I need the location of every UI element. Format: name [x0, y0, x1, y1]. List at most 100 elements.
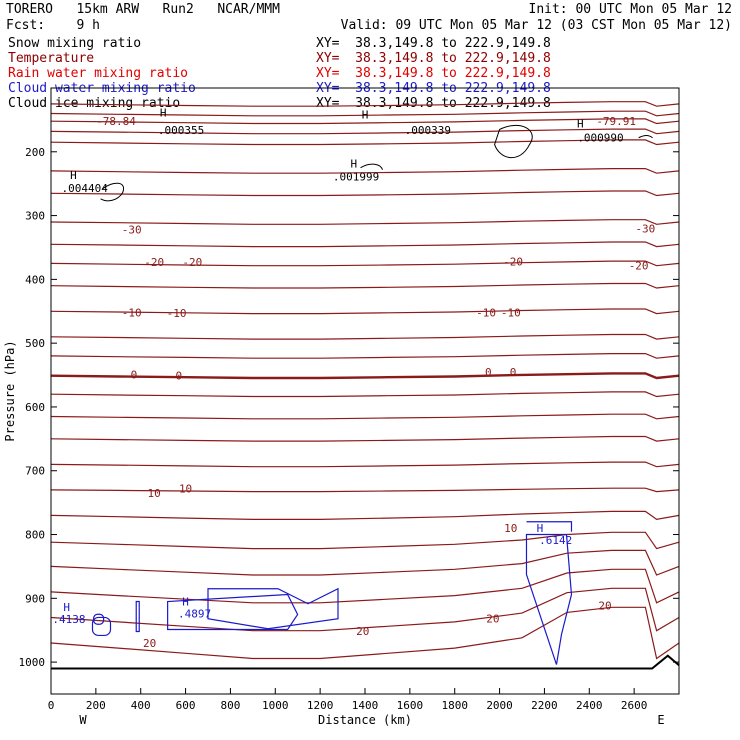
temperature-label: -20	[144, 256, 164, 269]
x-tick-label: 400	[131, 699, 151, 712]
max-marker: H	[577, 118, 584, 131]
x-tick-label: 1200	[307, 699, 334, 712]
snow-contours	[100, 124, 653, 202]
x-tick-label: 2000	[486, 699, 513, 712]
y-tick-label: 1000	[19, 656, 46, 669]
isotherm-line	[50, 435, 680, 442]
temperature-contours	[50, 101, 680, 660]
max-value-label: .4897	[178, 607, 211, 620]
y-tick-label: 700	[25, 465, 45, 478]
temperature-label: -30	[635, 222, 655, 235]
max-value-label: .004404	[61, 182, 108, 195]
max-value-label: .001999	[333, 170, 379, 183]
cloud-water-contour	[91, 616, 112, 637]
temperature-label: 10	[504, 522, 517, 535]
isotherm-line	[50, 219, 680, 225]
cloud-water-contour	[135, 600, 140, 633]
max-value-label: .000990	[577, 132, 623, 145]
temperature-label: -10	[476, 307, 496, 320]
isotherm-line	[50, 128, 680, 135]
x-tick-label: 2600	[621, 699, 648, 712]
isotherm-line	[50, 168, 680, 174]
y-axis-label: Pressure (hPa)	[3, 340, 17, 441]
temperature-label: -78.84	[96, 115, 136, 128]
isotherm-line	[50, 308, 680, 315]
cloud-water-contour	[526, 521, 573, 532]
plot-frame	[50, 87, 680, 695]
x-tick-label: 1600	[397, 699, 424, 712]
isotherm-line	[50, 110, 680, 117]
max-marker: H	[182, 595, 189, 608]
y-tick-label: 400	[25, 273, 45, 286]
x-axis-label: Distance (km)	[318, 713, 412, 727]
isotherm-line	[50, 531, 680, 550]
temperature-label: 0	[131, 368, 138, 381]
cloud-water-contour	[525, 533, 573, 665]
east-endpoint-label: E	[657, 713, 664, 727]
y-tick-label: 900	[25, 592, 45, 605]
max-value-label: .000355	[158, 124, 204, 137]
temperature-label: 20	[143, 637, 156, 650]
isotherm-line	[50, 118, 680, 125]
field-xy-temperature: XY= 38.3,149.8 to 222.9,149.8	[316, 51, 551, 66]
field-xy-rain: XY= 38.3,149.8 to 222.9,149.8	[316, 66, 551, 81]
ground-surface	[51, 654, 680, 670]
isotherm-line	[50, 510, 680, 521]
y-tick-label: 600	[25, 401, 45, 414]
isotherm-line	[50, 101, 680, 107]
cloud-water-contours	[91, 521, 573, 665]
max-marker: H	[537, 522, 544, 535]
cloud-water-contour	[207, 587, 339, 630]
isotherm-line	[50, 282, 680, 289]
temperature-label: -10	[501, 307, 521, 320]
isotherm-line	[50, 391, 680, 398]
temperature-label: 20	[598, 599, 611, 612]
x-tick-label: 2400	[576, 699, 603, 712]
max-value-label: .000339	[405, 124, 451, 137]
isotherm-line	[50, 487, 680, 493]
temperature-label: 0	[510, 366, 517, 379]
temperature-label: 20	[356, 625, 369, 638]
x-tick-label: 200	[86, 699, 106, 712]
field-xy-snow: XY= 38.3,149.8 to 222.9,149.8	[316, 36, 551, 51]
isotherm-line	[50, 413, 680, 420]
max-marker: H	[70, 169, 77, 182]
isotherm-line	[50, 549, 680, 576]
temperature-label: -20	[503, 256, 523, 269]
isotherm-line	[50, 260, 680, 267]
temperature-label: -10	[167, 307, 187, 320]
isotherm-line	[50, 606, 680, 660]
cloud-water-contour	[93, 613, 105, 625]
isotherm-line	[50, 461, 680, 468]
max-marker: H	[350, 158, 357, 171]
temperature-label: -30	[122, 224, 142, 237]
isotherm-line	[50, 190, 680, 197]
isotherm-line	[50, 372, 680, 380]
field-name-snow: Snow mixing ratio	[8, 36, 142, 51]
y-tick-label: 300	[25, 210, 45, 223]
temperature-label: 0	[176, 370, 183, 383]
field-name-cloud-ice: Cloud ice mixing ratio	[8, 96, 181, 111]
x-tick-label: 800	[220, 699, 240, 712]
isotherm-line	[50, 353, 680, 359]
max-marker: H	[63, 601, 70, 614]
valid-time: Valid: 09 UTC Mon 05 Mar 12 (03 CST Mon …	[340, 18, 732, 33]
y-tick-label: 500	[25, 337, 45, 350]
init-time: Init: 00 UTC Mon 05 Mar 12	[528, 2, 733, 17]
cloud-water-contour	[167, 593, 299, 631]
snow-contour	[638, 135, 653, 139]
temperature-label: 0	[485, 366, 492, 379]
isotherm-line	[50, 241, 680, 248]
max-marker: H	[160, 107, 167, 120]
x-tick-label: 2200	[531, 699, 558, 712]
isotherm-line	[50, 139, 680, 146]
west-endpoint-label: W	[79, 713, 87, 727]
snow-contour	[494, 124, 533, 159]
temperature-label: -20	[629, 259, 649, 272]
model-title: TORERO 15km ARW Run2 NCAR/MMM	[6, 2, 280, 17]
temperature-label: -20	[182, 256, 202, 269]
forecast-hour: Fcst: 9 h	[6, 18, 100, 33]
x-tick-label: 1400	[352, 699, 379, 712]
